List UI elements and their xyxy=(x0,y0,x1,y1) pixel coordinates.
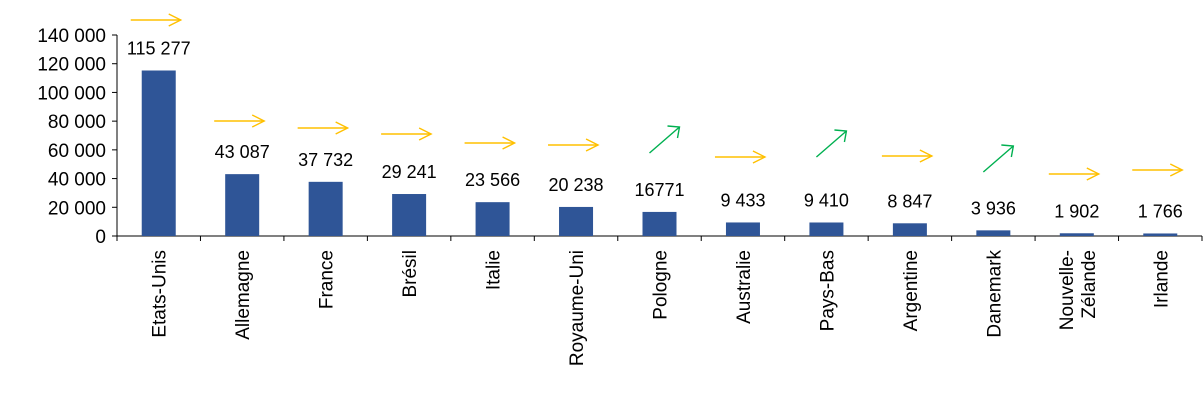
x-tick-label-group: France xyxy=(317,250,338,309)
data-label: 20 238 xyxy=(549,175,604,195)
x-tick-label-group: Allemagne xyxy=(233,250,254,340)
trend-arrow-up-icon xyxy=(649,126,680,154)
y-tick-label: 40 000 xyxy=(48,170,106,191)
x-tick-label-group: Danemark xyxy=(984,250,1005,338)
trend-arrowhead-flat-icon xyxy=(585,138,600,152)
trend-arrowhead-flat-icon xyxy=(418,127,433,141)
y-tick-label: 140 000 xyxy=(37,26,106,47)
bar xyxy=(475,202,510,236)
x-tick-label: Etats-Unis xyxy=(150,250,171,338)
x-tick-label: Australie xyxy=(734,250,755,324)
trend-arrowhead-up-icon xyxy=(1001,144,1015,158)
data-label: 37 732 xyxy=(298,150,353,170)
trend-arrows xyxy=(130,13,1184,181)
bar xyxy=(1059,233,1094,236)
chart-axes: 0 20 000 40 000 60 000 80 000 100 000 120 000 1… xyxy=(37,26,1203,248)
y-tick-label: 100 000 xyxy=(37,83,106,104)
x-tick-label-group: Italie xyxy=(484,250,505,290)
trend-arrow-up-icon xyxy=(982,145,1014,173)
x-tick-label-group: Irlande xyxy=(1151,250,1172,308)
bar xyxy=(392,194,427,236)
data-label: 29 241 xyxy=(382,162,437,182)
data-label: 43 087 xyxy=(215,142,270,162)
data-label: 1 902 xyxy=(1054,201,1099,221)
x-tick-label: Argentine xyxy=(901,250,922,331)
trend-arrowhead-flat-icon xyxy=(251,114,266,128)
x-tick-label: Danemark xyxy=(984,250,1005,338)
x-tick-label-group: Etats-Unis xyxy=(150,250,171,338)
bar xyxy=(642,211,677,236)
bar xyxy=(308,181,343,236)
x-tick-label-group: Australie xyxy=(734,250,755,324)
x-tick-label-group: Royaume-Uni xyxy=(567,250,588,366)
x-tick-label: Nouvelle- xyxy=(1057,250,1078,330)
bar xyxy=(892,223,927,236)
x-tick-label: Pologne xyxy=(651,250,672,320)
x-tick-label: Brésil xyxy=(400,250,421,298)
y-tick-label: 80 000 xyxy=(48,112,106,133)
bar xyxy=(725,222,760,236)
bar xyxy=(141,70,176,236)
trend-arrow-up-icon xyxy=(815,130,847,158)
bar xyxy=(1143,233,1178,236)
x-tick-label-group: Nouvelle- Zélande xyxy=(1057,250,1100,330)
x-tick-label-group: Argentine xyxy=(901,250,922,331)
bar xyxy=(976,230,1011,236)
x-tick-label-group: Pologne xyxy=(651,250,672,320)
x-tick-label: Italie xyxy=(484,250,505,290)
data-label: 9 410 xyxy=(804,190,849,210)
chart-bars xyxy=(141,70,1178,236)
x-tick-label: Pays-Bas xyxy=(817,250,838,331)
trend-arrowhead-flat-icon xyxy=(752,150,767,164)
y-tick-label: 60 000 xyxy=(48,141,106,162)
trend-arrowhead-flat-icon xyxy=(1169,163,1184,177)
chart-labels: 115 277 Etats-Unis 43 087 Allemagne 37 732 Fr… xyxy=(127,38,1183,366)
trend-arrowhead-flat-icon xyxy=(335,121,350,135)
x-tick-label: Royaume-Uni xyxy=(567,250,588,366)
trend-arrowhead-flat-icon xyxy=(502,136,517,150)
y-tick-label: 120 000 xyxy=(37,55,106,76)
x-tick-label: Zélande xyxy=(1079,250,1100,319)
x-tick-label: Irlande xyxy=(1151,250,1172,308)
x-tick-label: Allemagne xyxy=(233,250,254,340)
trend-arrowhead-flat-icon xyxy=(1086,167,1101,181)
y-tick-label: 20 000 xyxy=(48,198,106,219)
data-label: 1 766 xyxy=(1138,201,1183,221)
data-label: 16771 xyxy=(634,180,684,200)
bar xyxy=(225,174,260,236)
data-label: 3 936 xyxy=(971,198,1016,218)
data-label: 8 847 xyxy=(887,191,932,211)
trend-arrowhead-up-icon xyxy=(667,125,681,139)
x-tick-label-group: Pays-Bas xyxy=(817,250,838,331)
x-tick-label-group: Brésil xyxy=(400,250,421,298)
data-label: 23 566 xyxy=(465,170,520,190)
data-label: 9 433 xyxy=(720,190,765,210)
trend-arrowhead-up-icon xyxy=(834,129,848,143)
bar xyxy=(559,206,594,236)
data-label: 115 277 xyxy=(127,38,191,58)
x-tick-label: France xyxy=(317,250,338,309)
trend-arrowhead-flat-icon xyxy=(168,13,183,27)
trend-arrowhead-flat-icon xyxy=(919,149,934,163)
bar xyxy=(809,222,844,236)
y-tick-label: 0 xyxy=(95,227,106,248)
